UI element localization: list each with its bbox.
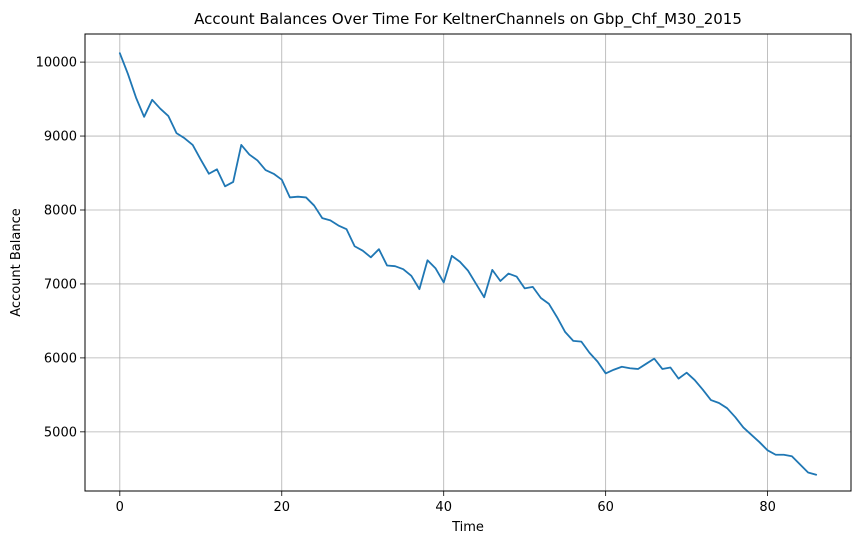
- y-tick-label: 10000: [36, 56, 77, 71]
- plot-series: [118, 52, 818, 476]
- axes-frame: [84, 33, 852, 492]
- grid: [85, 34, 851, 491]
- x-tick-label: 20: [273, 500, 290, 515]
- series-line: [118, 52, 818, 476]
- y-tick-label: 9000: [44, 130, 77, 145]
- chart-title: Account Balances Over Time For KeltnerCh…: [194, 10, 742, 29]
- x-axis: 0 20 40 60 80: [116, 491, 776, 515]
- x-axis-label: Time: [451, 520, 484, 535]
- x-tick-label: 40: [435, 500, 452, 515]
- y-axis-label: Account Balance: [9, 208, 24, 316]
- y-tick-label: 6000: [44, 351, 77, 366]
- x-tick-label: 80: [759, 500, 776, 515]
- y-tick-label: 7000: [44, 277, 77, 292]
- y-tick-label: 8000: [44, 203, 77, 218]
- y-tick-label: 5000: [44, 425, 77, 440]
- x-tick-label: 60: [597, 500, 614, 515]
- y-axis: 5000 6000 7000 8000 9000 10000: [36, 56, 85, 440]
- x-tick-label: 0: [116, 500, 124, 515]
